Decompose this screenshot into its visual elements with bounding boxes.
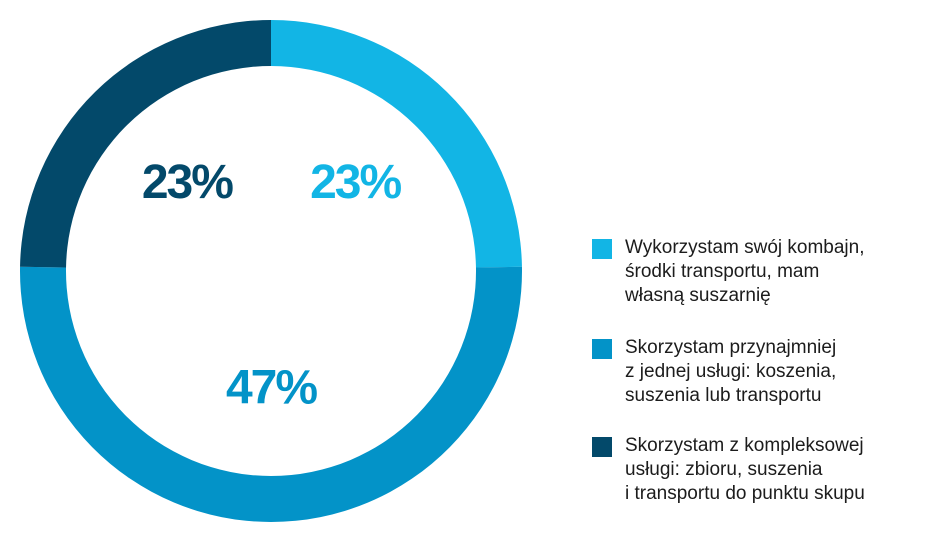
legend-item: Skorzystam z kompleksowej usługi: zbioru…: [592, 434, 865, 506]
legend-item: Skorzystam przynajmniej z jednej usługi:…: [592, 336, 836, 408]
legend-item: Wykorzystam swój kombajn, środki transpo…: [592, 236, 865, 308]
legend-label: Skorzystam przynajmniej z jednej usługi:…: [625, 337, 837, 406]
donut-segment: [271, 20, 522, 268]
legend-swatch: [592, 437, 612, 457]
legend-label: Wykorzystam swój kombajn, środki transpo…: [625, 237, 865, 306]
legend-swatch: [592, 239, 612, 259]
value-label: 47%: [226, 362, 317, 415]
value-label: 23%: [142, 156, 233, 209]
donut-segment: [19, 266, 522, 523]
legend-swatch: [592, 339, 612, 359]
donut-segment: [20, 20, 272, 268]
legend-label: Skorzystam z kompleksowej usługi: zbioru…: [625, 435, 865, 504]
value-label: 23%: [310, 156, 401, 209]
